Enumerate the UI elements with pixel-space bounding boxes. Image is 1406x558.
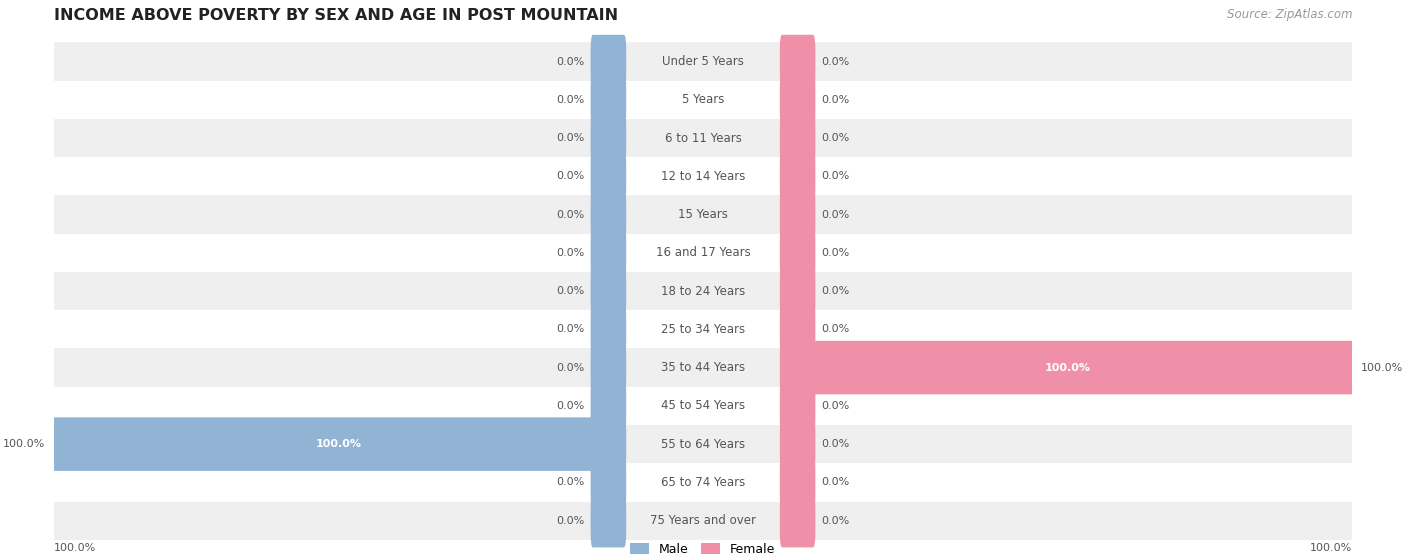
Text: 0.0%: 0.0% bbox=[821, 324, 849, 334]
Text: 0.0%: 0.0% bbox=[821, 516, 849, 526]
Text: 0.0%: 0.0% bbox=[557, 95, 585, 105]
Text: 75 Years and over: 75 Years and over bbox=[650, 514, 756, 527]
Bar bbox=[53, 310, 1353, 349]
FancyBboxPatch shape bbox=[780, 302, 815, 356]
FancyBboxPatch shape bbox=[591, 302, 626, 356]
Text: 6 to 11 Years: 6 to 11 Years bbox=[665, 132, 741, 145]
Text: 100.0%: 100.0% bbox=[53, 543, 96, 553]
FancyBboxPatch shape bbox=[780, 379, 815, 432]
Bar bbox=[53, 425, 1353, 463]
Text: 0.0%: 0.0% bbox=[821, 401, 849, 411]
Bar bbox=[53, 81, 1353, 119]
Text: 45 to 54 Years: 45 to 54 Years bbox=[661, 400, 745, 412]
Text: 100.0%: 100.0% bbox=[316, 439, 361, 449]
FancyBboxPatch shape bbox=[591, 494, 626, 547]
Bar bbox=[53, 463, 1353, 502]
FancyBboxPatch shape bbox=[591, 341, 626, 395]
Text: 100.0%: 100.0% bbox=[1310, 543, 1353, 553]
Text: 0.0%: 0.0% bbox=[821, 171, 849, 181]
Text: 18 to 24 Years: 18 to 24 Years bbox=[661, 285, 745, 297]
Text: 100.0%: 100.0% bbox=[3, 439, 45, 449]
FancyBboxPatch shape bbox=[780, 494, 815, 547]
FancyBboxPatch shape bbox=[780, 417, 815, 471]
Bar bbox=[53, 42, 1353, 81]
Text: 15 Years: 15 Years bbox=[678, 208, 728, 221]
FancyBboxPatch shape bbox=[780, 226, 815, 280]
Text: 35 to 44 Years: 35 to 44 Years bbox=[661, 361, 745, 374]
Bar bbox=[53, 349, 1353, 387]
Text: Under 5 Years: Under 5 Years bbox=[662, 55, 744, 68]
Bar bbox=[53, 157, 1353, 195]
Text: 0.0%: 0.0% bbox=[557, 286, 585, 296]
Bar bbox=[53, 272, 1353, 310]
Text: 25 to 34 Years: 25 to 34 Years bbox=[661, 323, 745, 336]
Text: 100.0%: 100.0% bbox=[1045, 363, 1090, 373]
FancyBboxPatch shape bbox=[591, 226, 626, 280]
Text: 0.0%: 0.0% bbox=[557, 516, 585, 526]
Text: 0.0%: 0.0% bbox=[557, 324, 585, 334]
Text: 0.0%: 0.0% bbox=[821, 56, 849, 66]
Text: 16 and 17 Years: 16 and 17 Years bbox=[655, 246, 751, 259]
FancyBboxPatch shape bbox=[591, 455, 626, 509]
Legend: Male, Female: Male, Female bbox=[630, 543, 776, 556]
Bar bbox=[53, 387, 1353, 425]
FancyBboxPatch shape bbox=[591, 111, 626, 165]
FancyBboxPatch shape bbox=[51, 417, 626, 471]
Bar bbox=[53, 119, 1353, 157]
Text: 0.0%: 0.0% bbox=[557, 56, 585, 66]
FancyBboxPatch shape bbox=[780, 73, 815, 127]
Text: 55 to 64 Years: 55 to 64 Years bbox=[661, 437, 745, 451]
FancyBboxPatch shape bbox=[780, 264, 815, 318]
Bar bbox=[53, 502, 1353, 540]
Text: 0.0%: 0.0% bbox=[557, 478, 585, 487]
FancyBboxPatch shape bbox=[591, 379, 626, 432]
FancyBboxPatch shape bbox=[591, 73, 626, 127]
Text: 5 Years: 5 Years bbox=[682, 93, 724, 107]
Text: 0.0%: 0.0% bbox=[557, 401, 585, 411]
FancyBboxPatch shape bbox=[591, 188, 626, 242]
FancyBboxPatch shape bbox=[780, 150, 815, 203]
Bar bbox=[53, 195, 1353, 234]
Text: 0.0%: 0.0% bbox=[821, 248, 849, 258]
Text: 0.0%: 0.0% bbox=[821, 286, 849, 296]
Text: 0.0%: 0.0% bbox=[557, 210, 585, 220]
Text: 0.0%: 0.0% bbox=[557, 171, 585, 181]
Text: 0.0%: 0.0% bbox=[821, 133, 849, 143]
FancyBboxPatch shape bbox=[780, 188, 815, 242]
Text: 100.0%: 100.0% bbox=[1361, 363, 1403, 373]
FancyBboxPatch shape bbox=[591, 35, 626, 88]
FancyBboxPatch shape bbox=[780, 111, 815, 165]
Text: 0.0%: 0.0% bbox=[821, 95, 849, 105]
FancyBboxPatch shape bbox=[591, 150, 626, 203]
Text: 0.0%: 0.0% bbox=[821, 210, 849, 220]
Text: 0.0%: 0.0% bbox=[557, 363, 585, 373]
Text: 0.0%: 0.0% bbox=[557, 248, 585, 258]
Bar bbox=[53, 234, 1353, 272]
FancyBboxPatch shape bbox=[780, 455, 815, 509]
Text: 0.0%: 0.0% bbox=[821, 478, 849, 487]
Text: 65 to 74 Years: 65 to 74 Years bbox=[661, 476, 745, 489]
Text: Source: ZipAtlas.com: Source: ZipAtlas.com bbox=[1227, 8, 1353, 21]
Text: INCOME ABOVE POVERTY BY SEX AND AGE IN POST MOUNTAIN: INCOME ABOVE POVERTY BY SEX AND AGE IN P… bbox=[53, 8, 617, 23]
Text: 0.0%: 0.0% bbox=[821, 439, 849, 449]
FancyBboxPatch shape bbox=[780, 341, 1355, 395]
FancyBboxPatch shape bbox=[780, 35, 815, 88]
Text: 0.0%: 0.0% bbox=[557, 133, 585, 143]
FancyBboxPatch shape bbox=[591, 264, 626, 318]
Text: 12 to 14 Years: 12 to 14 Years bbox=[661, 170, 745, 183]
